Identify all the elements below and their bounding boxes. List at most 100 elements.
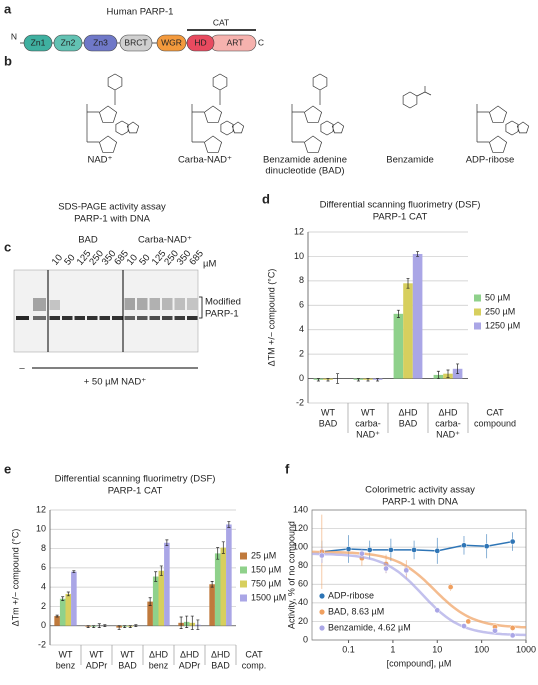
structure-name: Benzamide <box>386 155 434 166</box>
y-tick-label: 0 <box>299 373 304 383</box>
structure-name: ADP-ribose <box>466 155 515 166</box>
x-tick-label: WT <box>121 649 135 659</box>
point <box>461 623 467 629</box>
error-bar <box>185 615 189 628</box>
structure <box>476 104 530 153</box>
bar <box>147 601 153 626</box>
region-label: CAT <box>213 17 229 27</box>
gel-band <box>137 298 148 310</box>
error-bar <box>336 373 340 384</box>
domain <box>156 34 187 52</box>
legend-label: 25 µM <box>251 550 276 560</box>
gel-band <box>149 316 160 320</box>
y-tick-label: 4 <box>41 582 46 592</box>
x-tick-label: ΔHD <box>180 649 200 659</box>
domain-title: Human PARP-1 <box>107 7 174 18</box>
gel-band <box>187 298 198 310</box>
legend-marker <box>319 625 325 631</box>
bar <box>226 524 232 626</box>
y-tick-label: 4 <box>299 324 304 334</box>
y-tick-label: 80 <box>298 560 308 570</box>
legend-swatch <box>474 322 481 330</box>
legend-label: 1500 µM <box>251 592 286 602</box>
domain <box>83 34 118 52</box>
gel-band <box>174 298 185 310</box>
x-tick-label: WT <box>321 407 335 417</box>
error-bar <box>148 597 152 606</box>
gel-band <box>99 316 110 320</box>
bar <box>59 598 66 626</box>
x-tick-label: BAD <box>319 418 338 428</box>
x-axis-label: CAT <box>245 649 263 659</box>
error-bar <box>316 378 320 382</box>
y-tick-label: 100 <box>293 542 308 552</box>
legend-label: 750 µM <box>251 578 281 588</box>
panel-label: d <box>262 191 270 206</box>
error-bar <box>86 625 90 628</box>
error-bar <box>456 363 460 375</box>
y-axis-label: ΔTm +/− compound (°C) <box>10 529 20 627</box>
x-tick-label: carba- <box>435 418 461 428</box>
x-axis-label: comp. <box>242 660 267 670</box>
panel-label: e <box>4 461 11 476</box>
gel-band <box>49 300 60 310</box>
bar <box>220 547 227 626</box>
structure-name: Benzamide adenine <box>263 155 347 166</box>
point <box>509 625 516 631</box>
band-bracket <box>199 296 203 319</box>
error-bar <box>326 378 330 382</box>
x-tick-label: BAD <box>118 660 137 670</box>
error-bar <box>376 378 380 382</box>
y-tick-label: 12 <box>294 226 304 236</box>
legend-swatch <box>474 308 481 316</box>
point <box>318 552 325 559</box>
y-tick-label: -2 <box>38 639 46 649</box>
y-tick-label: 60 <box>298 579 308 589</box>
legend-swatch <box>240 566 247 574</box>
structure <box>291 73 345 153</box>
error-bar <box>210 581 214 588</box>
gel-band <box>87 316 98 320</box>
y-tick-label: 0 <box>41 620 46 630</box>
error-bar <box>117 625 121 630</box>
x-axis-label: CAT <box>486 407 504 417</box>
bar <box>54 616 60 626</box>
gel-band <box>112 316 123 320</box>
bar <box>403 283 413 379</box>
gel-band <box>174 316 185 320</box>
error-bar <box>159 565 163 576</box>
y-tick-label: 2 <box>299 349 304 359</box>
error-bar <box>154 571 158 582</box>
point <box>465 618 472 625</box>
y-tick-label: 8 <box>41 543 46 553</box>
error-bar <box>436 370 440 379</box>
error-bar <box>92 625 96 628</box>
structure <box>402 86 432 109</box>
fit-curve <box>312 550 527 629</box>
y-tick-label: 140 <box>293 504 308 514</box>
y-tick-label: 6 <box>41 562 46 572</box>
error-bar <box>356 378 360 382</box>
gel <box>13 269 199 353</box>
error-bar <box>396 309 400 318</box>
point <box>359 550 365 557</box>
structure <box>86 73 140 153</box>
point <box>461 542 467 549</box>
error-bar <box>406 278 410 289</box>
y-tick-label: 2 <box>41 601 46 611</box>
legend-swatch <box>240 552 247 560</box>
domain <box>119 34 153 52</box>
domain-label: Zn3 <box>93 37 108 47</box>
bar <box>152 576 159 626</box>
c-terminus: C <box>258 37 264 47</box>
point <box>383 565 389 572</box>
structure-name: dinucleotide (BAD) <box>265 166 344 177</box>
domain-label: Zn1 <box>31 37 46 47</box>
x-tick-label: ADPr <box>179 660 201 670</box>
bar <box>214 553 221 626</box>
domain-label: Zn2 <box>61 37 76 47</box>
y-axis-label: Activity, % of no compound <box>286 521 296 629</box>
gel-band <box>74 316 85 320</box>
x-tick-label: BAD <box>211 660 230 670</box>
